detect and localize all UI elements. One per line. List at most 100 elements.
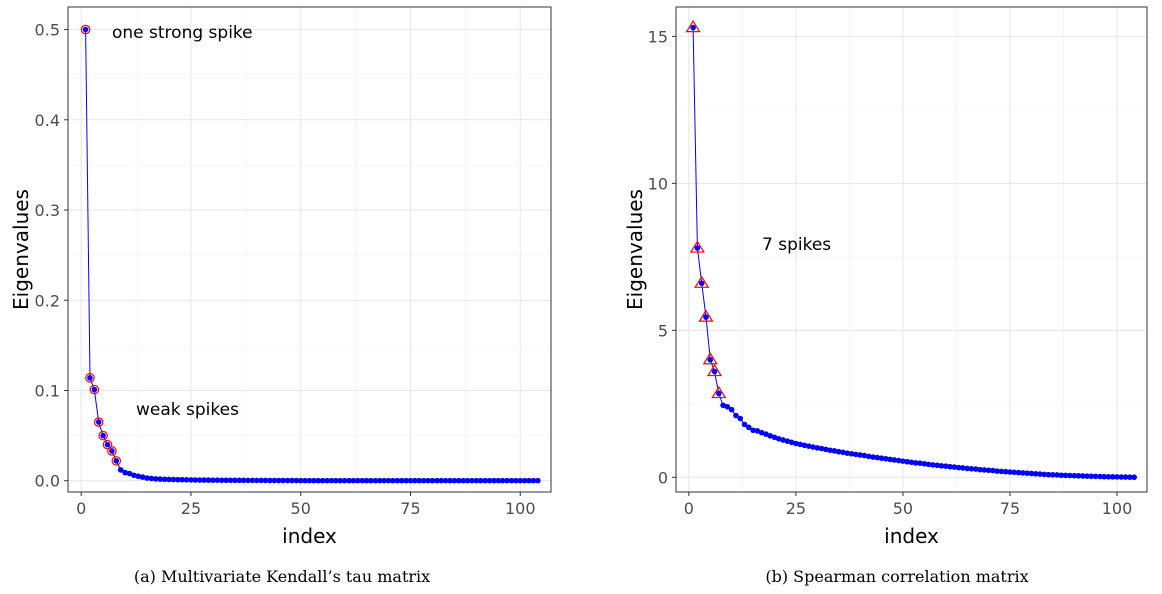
data-point — [1002, 468, 1009, 475]
data-point — [385, 477, 392, 484]
data-point — [1109, 474, 1116, 480]
data-point — [183, 477, 190, 483]
data-point — [306, 477, 313, 484]
x-tick-label: 100 — [505, 499, 536, 518]
data-point — [1079, 473, 1086, 479]
panel-caption: (a) Multivariate Kendall’s tau matrix — [134, 567, 430, 586]
data-point — [960, 465, 966, 471]
data-point — [311, 477, 317, 484]
data-point — [1084, 473, 1090, 479]
data-point — [267, 477, 273, 484]
data-point — [1007, 469, 1013, 475]
data-point — [998, 468, 1005, 475]
data-point — [447, 477, 453, 484]
panel-border — [67, 6, 552, 493]
data-point — [994, 468, 1000, 474]
data-point — [201, 477, 207, 483]
data-point — [161, 476, 168, 483]
data-point — [857, 452, 863, 458]
data-point — [236, 477, 243, 484]
data-point — [793, 440, 799, 447]
data-point — [416, 477, 423, 484]
y-tick-label: 0.2 — [35, 291, 60, 310]
data-point — [196, 477, 203, 483]
y-tick-label: 5 — [658, 321, 668, 340]
data-point — [810, 444, 816, 450]
spike-marker — [98, 430, 108, 441]
data-point — [412, 477, 418, 484]
panel-spearman: 0 25 50 75 100 0 5 10 15 7 spikes index Eigenvalues… — [623, 6, 1148, 586]
data-point — [218, 477, 225, 484]
data-point — [1127, 474, 1133, 480]
spike-marker — [111, 456, 122, 466]
data-point — [1011, 469, 1018, 476]
spike-marker — [694, 275, 710, 288]
panel-kendall: 0 25 50 75 100 0.0 0.1 0.2 0.3 0.4 0.5 one strong s… — [9, 6, 552, 586]
data-point — [900, 458, 906, 464]
data-point — [328, 477, 335, 484]
data-point — [1131, 474, 1137, 481]
data-point — [968, 465, 975, 472]
data-point — [758, 429, 765, 436]
data-point — [521, 477, 528, 484]
data-point — [861, 452, 868, 459]
data-point — [324, 477, 330, 484]
spike-marker — [702, 352, 718, 365]
data-point — [486, 477, 493, 484]
data-point — [166, 476, 172, 483]
data-point — [442, 477, 449, 484]
data-point — [951, 464, 958, 470]
y-tick-label: 0.0 — [35, 472, 60, 491]
x-axis-title: index — [884, 524, 939, 548]
annotation: 7 spikes — [762, 235, 831, 255]
data-point — [214, 477, 221, 483]
data-point — [1071, 472, 1078, 479]
spike-marker — [89, 384, 100, 395]
data-point — [827, 447, 833, 454]
data-point — [990, 467, 996, 474]
data-point — [517, 477, 524, 484]
data-point — [245, 477, 251, 484]
data-point — [878, 455, 885, 461]
data-point — [831, 448, 838, 454]
data-point — [319, 477, 326, 484]
x-tick-label: 0 — [76, 499, 86, 518]
data-point — [1024, 470, 1030, 476]
spike-marker — [698, 309, 714, 322]
x-tick-label: 100 — [1102, 499, 1133, 518]
data-point — [938, 463, 945, 469]
data-point — [284, 477, 291, 484]
data-point — [848, 450, 855, 457]
x-tick-label: 75 — [1000, 499, 1020, 518]
data-point — [131, 472, 137, 479]
data-point — [262, 477, 269, 484]
data-point — [477, 477, 484, 484]
data-point — [174, 476, 181, 483]
data-point — [1101, 473, 1107, 480]
data-point — [720, 402, 726, 409]
spike-marker — [689, 240, 705, 253]
data-point — [179, 476, 185, 483]
data-point — [1032, 470, 1039, 477]
data-point — [737, 415, 744, 422]
data-point — [767, 433, 773, 439]
spike-marker — [93, 417, 104, 427]
data-point — [741, 421, 748, 428]
data-point — [455, 477, 462, 484]
data-point — [1050, 472, 1056, 478]
data-point — [780, 437, 786, 443]
data-point — [504, 477, 510, 484]
annotation: weak spikes — [136, 400, 239, 420]
data-point — [341, 477, 348, 484]
data-point — [135, 473, 142, 480]
spike-marker — [107, 446, 117, 456]
data-point — [985, 467, 992, 474]
data-point — [750, 427, 756, 434]
data-point — [908, 459, 915, 466]
data-point — [1054, 472, 1060, 478]
data-point — [870, 454, 876, 460]
data-point — [315, 477, 322, 484]
data-point — [280, 477, 286, 484]
data-point — [925, 461, 932, 468]
data-point — [874, 454, 881, 461]
